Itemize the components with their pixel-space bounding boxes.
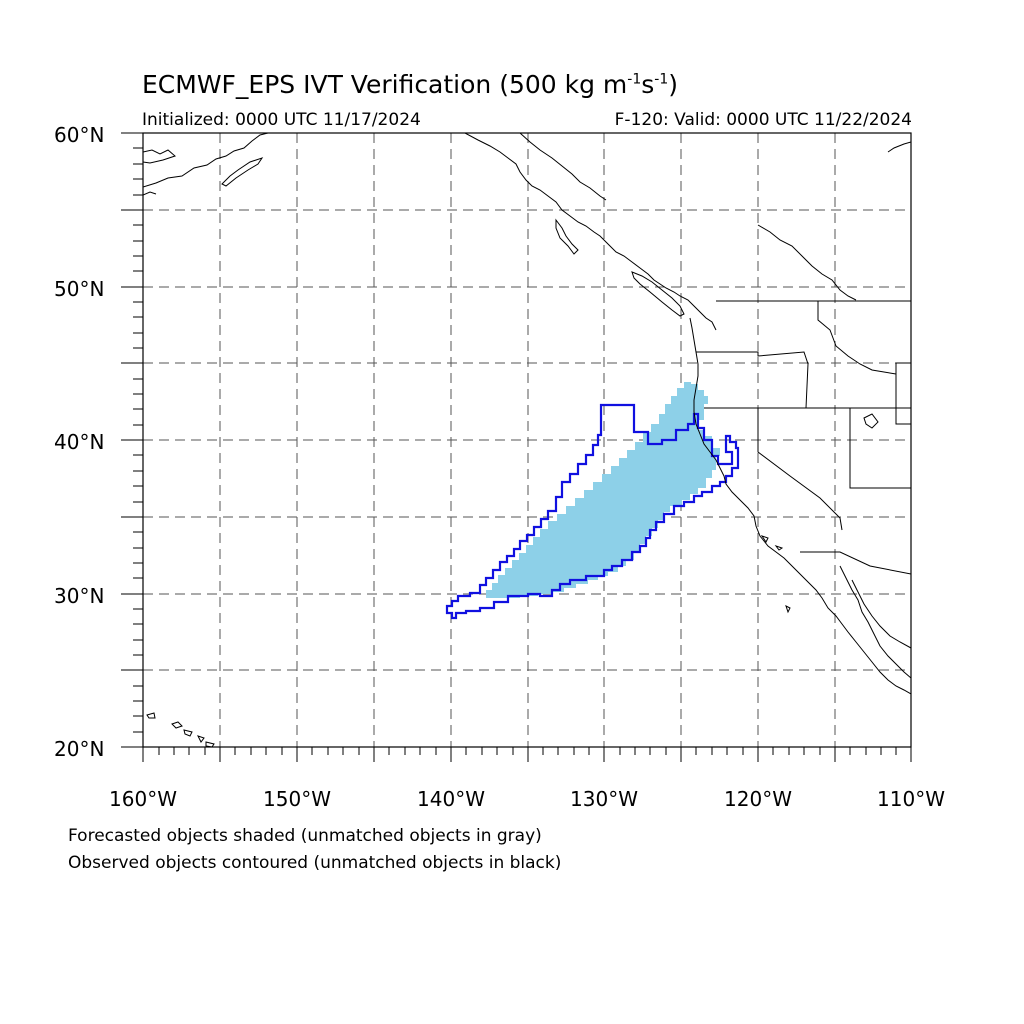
observed-contour — [445, 403, 740, 620]
grid — [143, 133, 911, 747]
forecast-object — [486, 382, 720, 598]
lat-labels: 60°N 50°N 40°N 30°N 20°N — [54, 123, 104, 761]
lat-label: 50°N — [54, 277, 104, 301]
initialized-time: Initialized: 0000 UTC 11/17/2024 — [142, 110, 421, 130]
valid-time: F-120: Valid: 0000 UTC 11/22/2024 — [614, 110, 912, 130]
lat-label: 60°N — [54, 123, 104, 147]
lon-labels: 160°W 150°W 140°W 130°W 120°W 110°W — [109, 787, 945, 811]
lon-label: 120°W — [724, 787, 792, 811]
lon-label: 140°W — [417, 787, 485, 811]
coastlines — [143, 133, 911, 747]
lon-label: 130°W — [570, 787, 638, 811]
tick-marks — [121, 132, 912, 762]
lon-label: 160°W — [109, 787, 177, 811]
footer-observed-note: Observed objects contoured (unmatched ob… — [68, 853, 562, 873]
lon-label: 150°W — [263, 787, 331, 811]
lon-label: 110°W — [877, 787, 945, 811]
chart-title: ECMWF_EPS IVT Verification (500 kg m-1s-… — [142, 70, 679, 99]
lat-label: 30°N — [54, 584, 104, 608]
footer-forecast-note: Forecasted objects shaded (unmatched obj… — [68, 826, 542, 846]
lat-label: 20°N — [54, 737, 104, 761]
lat-label: 40°N — [54, 430, 104, 454]
